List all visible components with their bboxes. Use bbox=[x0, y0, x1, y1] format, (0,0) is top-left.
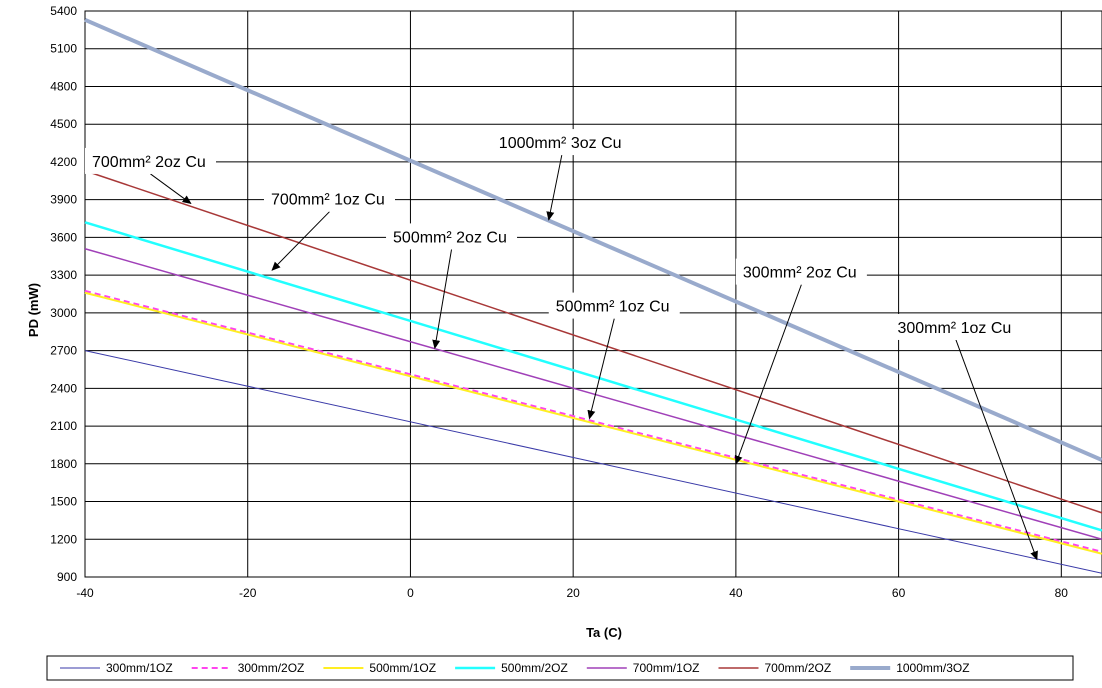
annotation-arrow bbox=[546, 154, 563, 221]
legend: 300mm/1OZ 300mm/2OZ 500mm/1OZ 500mm/2OZ 700m… bbox=[46, 655, 1074, 681]
annotation-label: 500mm² 2oz Cu bbox=[393, 229, 507, 246]
y-tick-label: 3300 bbox=[50, 268, 77, 282]
series-line-500mm-2oz bbox=[84, 221, 1102, 532]
y-tick-label: 1500 bbox=[50, 495, 77, 509]
series-line-300mm-1oz bbox=[84, 350, 1102, 574]
annotation-arrow bbox=[734, 284, 802, 465]
annotation-label: 1000mm² 3oz Cu bbox=[499, 135, 622, 152]
annotation-arrow bbox=[587, 318, 615, 420]
y-axis-title: PD (mW) bbox=[26, 283, 41, 337]
annotation-arrow bbox=[150, 173, 192, 205]
annotation-box bbox=[735, 258, 867, 285]
x-tick-label: 20 bbox=[566, 586, 580, 600]
annotation-box bbox=[263, 185, 395, 212]
legend-label: 300mm/1OZ bbox=[106, 661, 173, 675]
annotation-box bbox=[491, 129, 632, 156]
y-tick-label: 2400 bbox=[50, 381, 77, 395]
y-tick-label: 3600 bbox=[50, 230, 77, 244]
series-line-700mm-1oz bbox=[84, 247, 1102, 540]
legend-label: 500mm/1OZ bbox=[369, 661, 436, 675]
series-line-300mm-2oz bbox=[84, 289, 1102, 553]
annotation-label: 700mm² 2oz Cu bbox=[92, 154, 206, 171]
legend-box bbox=[46, 655, 1074, 681]
series-line-1000mm-3oz bbox=[84, 17, 1102, 462]
x-tick-label: -20 bbox=[239, 586, 257, 600]
annotation-arrow bbox=[271, 211, 330, 271]
annotation-label: 700mm² 1oz Cu bbox=[271, 192, 385, 209]
y-tick-label: 5100 bbox=[50, 42, 77, 56]
x-tick-label: 0 bbox=[407, 586, 414, 600]
legend-label: 300mm/2OZ bbox=[238, 661, 305, 675]
y-tick-label: 3900 bbox=[50, 193, 77, 207]
y-tick-label: 2100 bbox=[50, 419, 77, 433]
annotation-box bbox=[890, 313, 1022, 340]
y-tick-label: 1800 bbox=[50, 457, 77, 471]
legend-label: 700mm/1OZ bbox=[633, 661, 700, 675]
annotation-arrow bbox=[432, 249, 453, 350]
annotation-box bbox=[386, 223, 518, 250]
legend-label: 700mm/2OZ bbox=[765, 661, 832, 675]
x-axis-title: Ta (C) bbox=[586, 625, 622, 640]
legend-label: 500mm/2OZ bbox=[501, 661, 568, 675]
x-tick-label: -40 bbox=[76, 586, 94, 600]
series-line-500mm-1oz bbox=[84, 291, 1102, 555]
annotation-arrow bbox=[955, 339, 1038, 561]
y-tick-label: 900 bbox=[57, 570, 77, 584]
y-tick-label: 3000 bbox=[50, 306, 77, 320]
y-tick-label: 5400 bbox=[50, 4, 77, 18]
annotation-label: 300mm² 1oz Cu bbox=[897, 320, 1011, 337]
y-tick-label: 4500 bbox=[50, 117, 77, 131]
y-tick-label: 2700 bbox=[50, 344, 77, 358]
annotation-label: 300mm² 2oz Cu bbox=[743, 265, 857, 282]
legend-label: 1000mm/3OZ bbox=[896, 661, 969, 675]
y-tick-label: 4200 bbox=[50, 155, 77, 169]
series-line-700mm-2oz bbox=[84, 170, 1102, 514]
annotation-box bbox=[85, 147, 216, 174]
annotation-label: 500mm² 1oz Cu bbox=[556, 299, 670, 316]
x-tick-label: 40 bbox=[729, 586, 743, 600]
annotation-box bbox=[548, 292, 680, 319]
y-tick-label: 1200 bbox=[50, 532, 77, 546]
y-tick-label: 4800 bbox=[50, 79, 77, 93]
x-tick-label: 80 bbox=[1055, 586, 1069, 600]
x-tick-label: 60 bbox=[892, 586, 906, 600]
